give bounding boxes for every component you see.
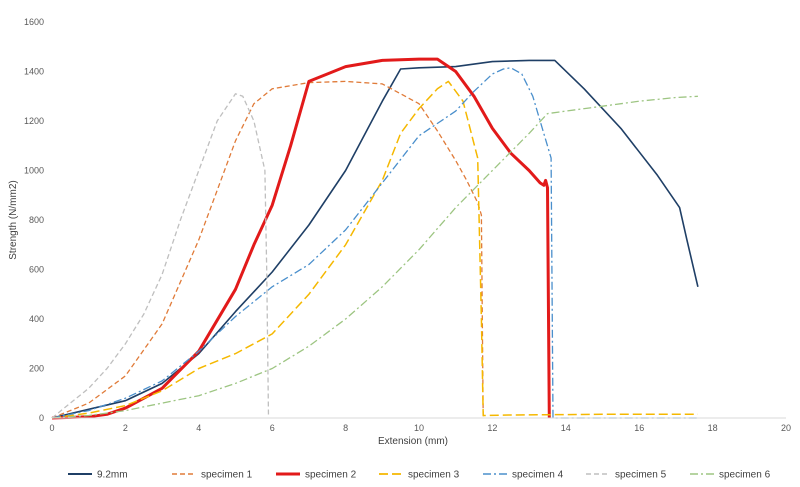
legend-label: specimen 3 <box>408 470 460 481</box>
y-tick-label: 600 <box>29 265 44 275</box>
series-line-4 <box>51 80 698 419</box>
legend-label: 9.2mm <box>97 470 128 481</box>
series-line-3 <box>51 57 551 420</box>
x-tick-label: 18 <box>708 423 718 433</box>
x-tick-label: 14 <box>561 423 571 433</box>
x-tick-label: 16 <box>634 423 644 433</box>
series-line-7 <box>51 95 698 419</box>
y-tick-label: 1200 <box>24 116 44 126</box>
y-axis-title: Strength (N/mm2) <box>8 180 19 259</box>
series-line-5 <box>51 67 698 419</box>
series-line-1 <box>51 59 699 419</box>
legend-label: specimen 6 <box>719 470 771 481</box>
x-axis-title: Extension (mm) <box>378 436 448 447</box>
legend-label: specimen 1 <box>201 470 253 481</box>
x-tick-label: 6 <box>270 423 275 433</box>
y-tick-label: 1600 <box>24 17 44 27</box>
legend-label: specimen 2 <box>305 470 357 481</box>
y-tick-labels: 0 200 400 600 800 1000 1200 1400 1600 <box>24 17 44 423</box>
y-tick-label: 1000 <box>24 166 44 176</box>
legend-label: specimen 5 <box>615 470 667 481</box>
y-tick-label: 200 <box>29 364 44 374</box>
x-tick-label: 20 <box>781 423 791 433</box>
y-tick-label: 400 <box>29 314 44 324</box>
y-tick-label: 1400 <box>24 67 44 77</box>
x-tick-label: 4 <box>196 423 201 433</box>
x-tick-label: 2 <box>123 423 128 433</box>
y-tick-label: 800 <box>29 215 44 225</box>
x-tick-label: 12 <box>487 423 497 433</box>
x-tick-label: 10 <box>414 423 424 433</box>
plot-area <box>51 57 699 420</box>
y-tick-label: 0 <box>39 413 44 423</box>
legend: 9.2mm specimen 1 specimen 2 specimen 3 speci… <box>68 470 771 481</box>
legend-label: specimen 4 <box>512 470 564 481</box>
x-tick-label: 8 <box>343 423 348 433</box>
x-tick-labels: 0 2 4 6 8 10 12 14 16 18 20 <box>49 423 791 433</box>
series-line-6 <box>51 93 270 419</box>
x-tick-label: 0 <box>49 423 54 433</box>
